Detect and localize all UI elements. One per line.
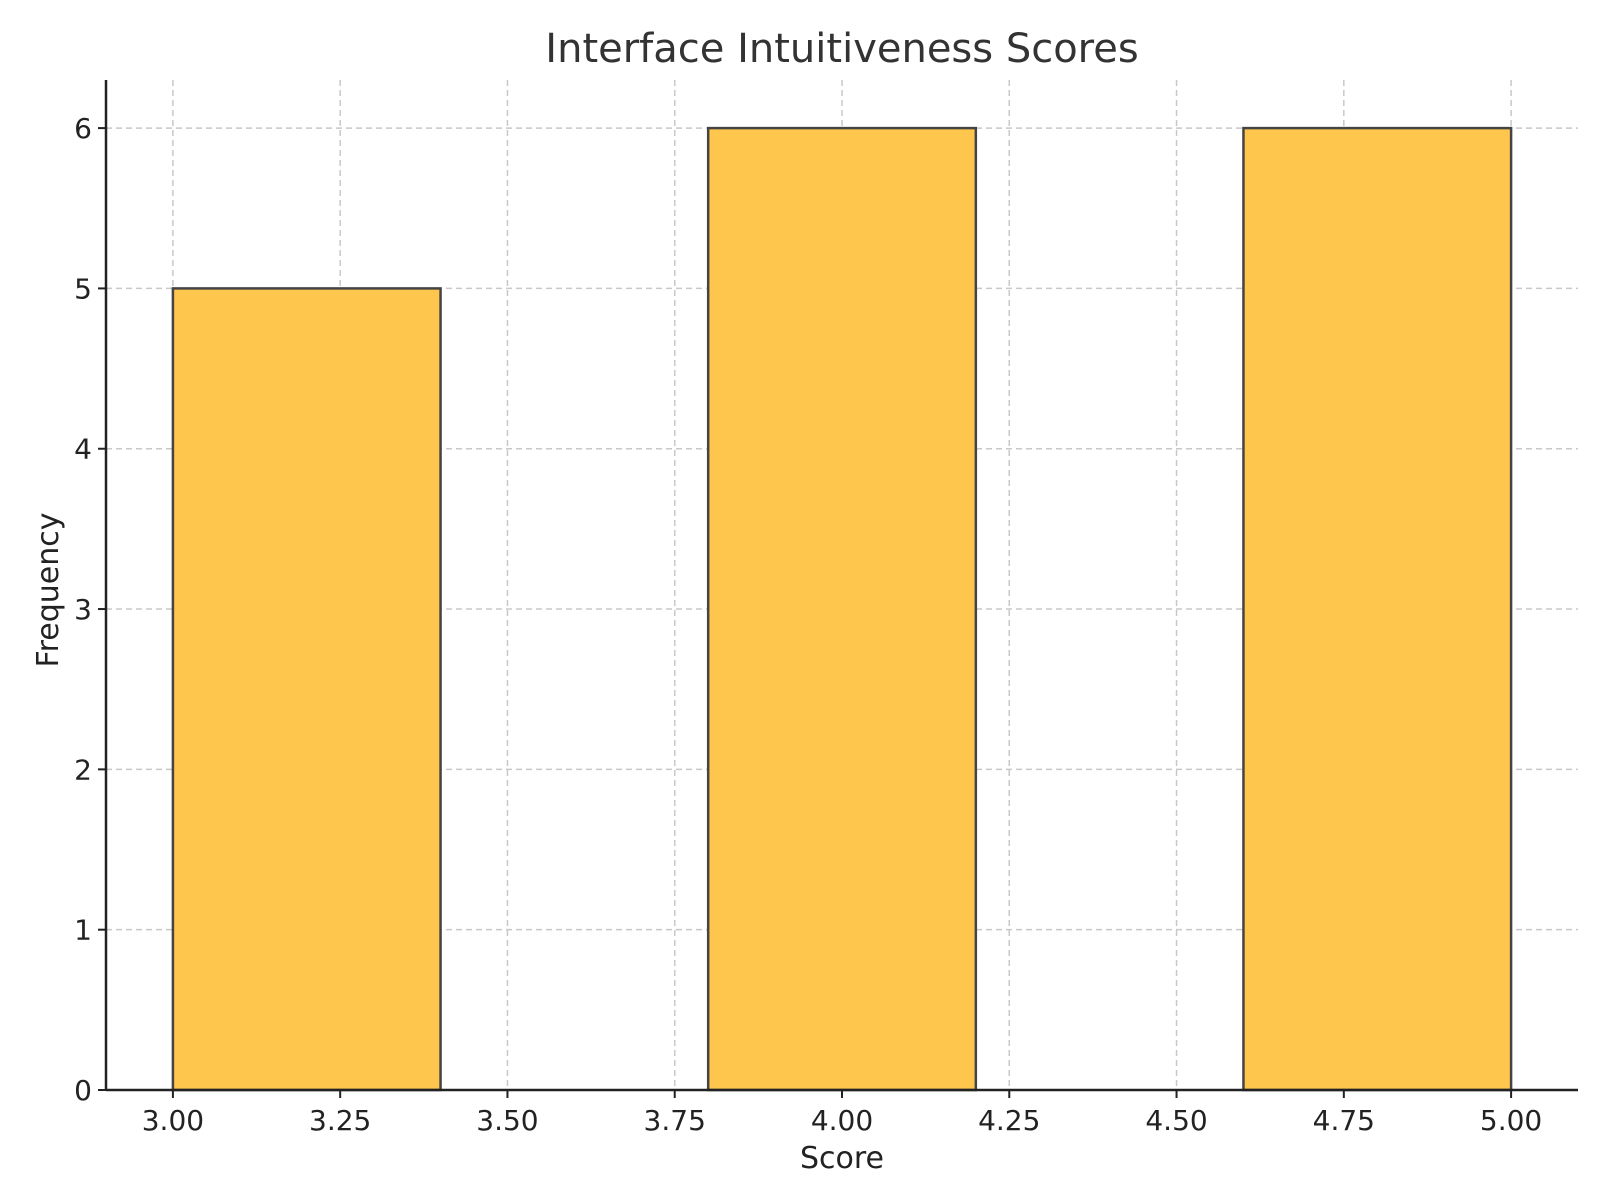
axes: 3.00 3.25 3.50 3.75 4.00 4.25 4.50 4.75 5.00 0 1 2 3… xyxy=(74,80,1578,1137)
histogram-bar xyxy=(706,126,978,1092)
x-tick-label: 3.00 xyxy=(142,1104,204,1137)
x-tick-label: 4.00 xyxy=(811,1104,873,1137)
y-tick-label: 5 xyxy=(74,272,92,305)
histogram-bar xyxy=(171,287,442,1092)
y-tick-label: 6 xyxy=(74,112,92,145)
x-tick-label: 5.00 xyxy=(1480,1104,1542,1137)
x-tick-label: 3.25 xyxy=(309,1104,371,1137)
x-axis-label: Score xyxy=(800,1141,884,1176)
y-tick-label: 1 xyxy=(74,914,92,947)
x-tick-label: 3.75 xyxy=(644,1104,706,1137)
chart-title: Interface Intuitiveness Scores xyxy=(545,26,1138,72)
x-tick-label: 4.50 xyxy=(1145,1104,1207,1137)
x-tick-label: 4.75 xyxy=(1313,1104,1375,1137)
y-tick-label: 4 xyxy=(74,433,92,466)
bars xyxy=(171,126,1513,1092)
x-tick-label: 3.50 xyxy=(476,1104,538,1137)
y-tick-label: 3 xyxy=(74,593,92,626)
y-axis-label: Frequency xyxy=(31,513,66,668)
y-tick-label: 2 xyxy=(74,753,92,786)
x-tick-label: 4.25 xyxy=(978,1104,1040,1137)
y-tick-label: 0 xyxy=(74,1074,92,1107)
histogram-bar xyxy=(1242,126,1513,1092)
